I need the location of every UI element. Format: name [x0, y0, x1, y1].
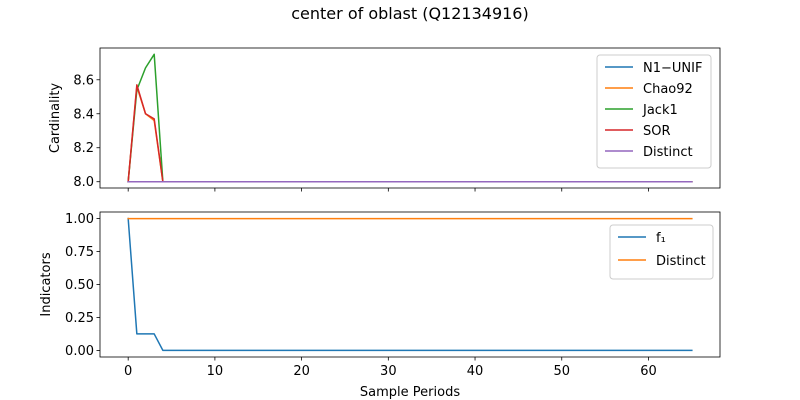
x-tick-label: 50 [553, 364, 570, 379]
chart-suptitle: center of oblast (Q12134916) [291, 4, 528, 23]
x-tick-label: 40 [467, 364, 484, 379]
legend-label-1: Chao92 [643, 82, 693, 97]
x-axis-label: Sample Periods [360, 385, 460, 400]
legend: f₁ Distinct [609, 224, 714, 280]
x-tick-label: 60 [640, 364, 657, 379]
y-tick-label: 1.00 [65, 212, 94, 227]
y-tick-label: 0.00 [65, 344, 94, 359]
legend: N1−UNIF Chao92 Jack1 SOR Distinct [596, 54, 712, 169]
y-tick-label: 0.50 [65, 278, 94, 293]
y-tick-label: 8.0 [73, 175, 94, 190]
legend-box [596, 54, 712, 169]
x-tick-label: 0 [124, 364, 132, 379]
axes-frame [99, 47, 721, 189]
legend-label-0: N1−UNIF [643, 61, 702, 76]
x-tick-label: 30 [380, 364, 397, 379]
legend-label-4: Distinct [643, 145, 693, 160]
cardinality-panel: 8.0 8.2 8.4 8.6 Cardinality N1−UNIF Chao92 Jack… [48, 47, 721, 192]
legend-label-0: f₁ [656, 231, 666, 246]
y-tick-label: 8.2 [73, 141, 94, 156]
x-tick-label: 20 [293, 364, 310, 379]
x-tick-label: 10 [207, 364, 224, 379]
y-tick-label: 0.75 [65, 245, 94, 260]
legend-label-1: Distinct [656, 254, 706, 269]
series-line-0 [127, 217, 693, 352]
y-tick-label: 0.25 [65, 311, 94, 326]
legend-label-2: Jack1 [642, 103, 678, 118]
y-axis-label: Cardinality [48, 83, 63, 154]
plot-area [127, 53, 693, 183]
plot-area [127, 217, 693, 352]
y-tick-label: 8.6 [73, 73, 94, 88]
y-axis-label: Indicators [39, 252, 54, 316]
legend-box [609, 224, 714, 280]
indicators-panel: 0 10 20 30 40 50 60 0.00 0.25 0.50 0.75 1.00 Indicat… [39, 211, 721, 400]
legend-label-3: SOR [643, 124, 671, 139]
y-tick-label: 8.4 [73, 107, 94, 122]
